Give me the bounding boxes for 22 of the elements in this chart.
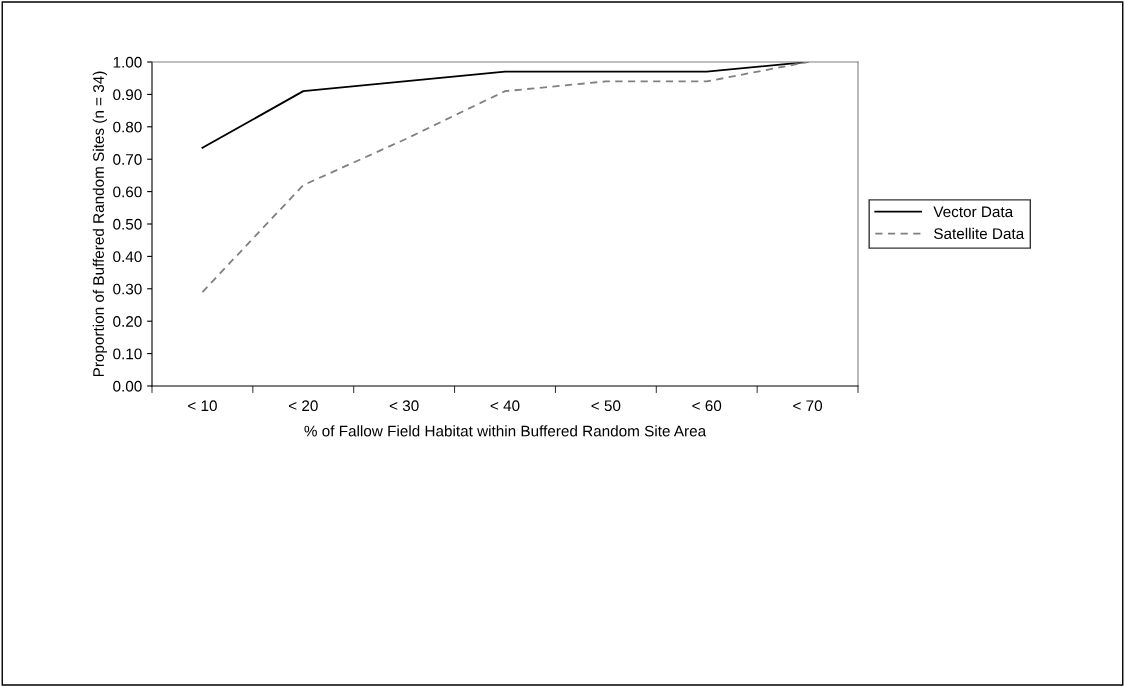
x-tick-label: < 60 (692, 400, 722, 412)
x-tick-label: < 40 (490, 400, 520, 412)
y-tick-label: 0.70 (113, 154, 142, 165)
legend-label: Vector Data (933, 206, 1014, 218)
y-tick-label: 0.80 (113, 121, 142, 133)
x-tick-label: < 20 (288, 400, 318, 412)
x-tick-label: < 70 (793, 400, 823, 412)
y-tick-label: 0.90 (113, 89, 142, 101)
x-tick-label: < 30 (389, 400, 419, 412)
legend-label: Satellite Data (934, 227, 1025, 240)
y-tick-label: 0.40 (113, 251, 142, 263)
y-axis-title: Proportion of Buffered Random Sites (n = 34) (92, 71, 107, 377)
y-tick-label: 0.30 (113, 283, 142, 295)
y-tick-label: 0.20 (113, 316, 142, 327)
x-axis-title: % of Fallow Field Habitat within Buffered Random Site Area (304, 425, 707, 437)
x-tick-label: < 10 (188, 400, 217, 412)
y-tick-label: 0.60 (113, 186, 142, 198)
x-tick-label: < 50 (591, 400, 621, 412)
y-tick-label: 0.50 (113, 218, 142, 230)
y-tick-label: 0.10 (113, 348, 142, 360)
y-tick-label: 0.00 (113, 380, 142, 392)
y-tick-label: 1.00 (113, 56, 142, 68)
